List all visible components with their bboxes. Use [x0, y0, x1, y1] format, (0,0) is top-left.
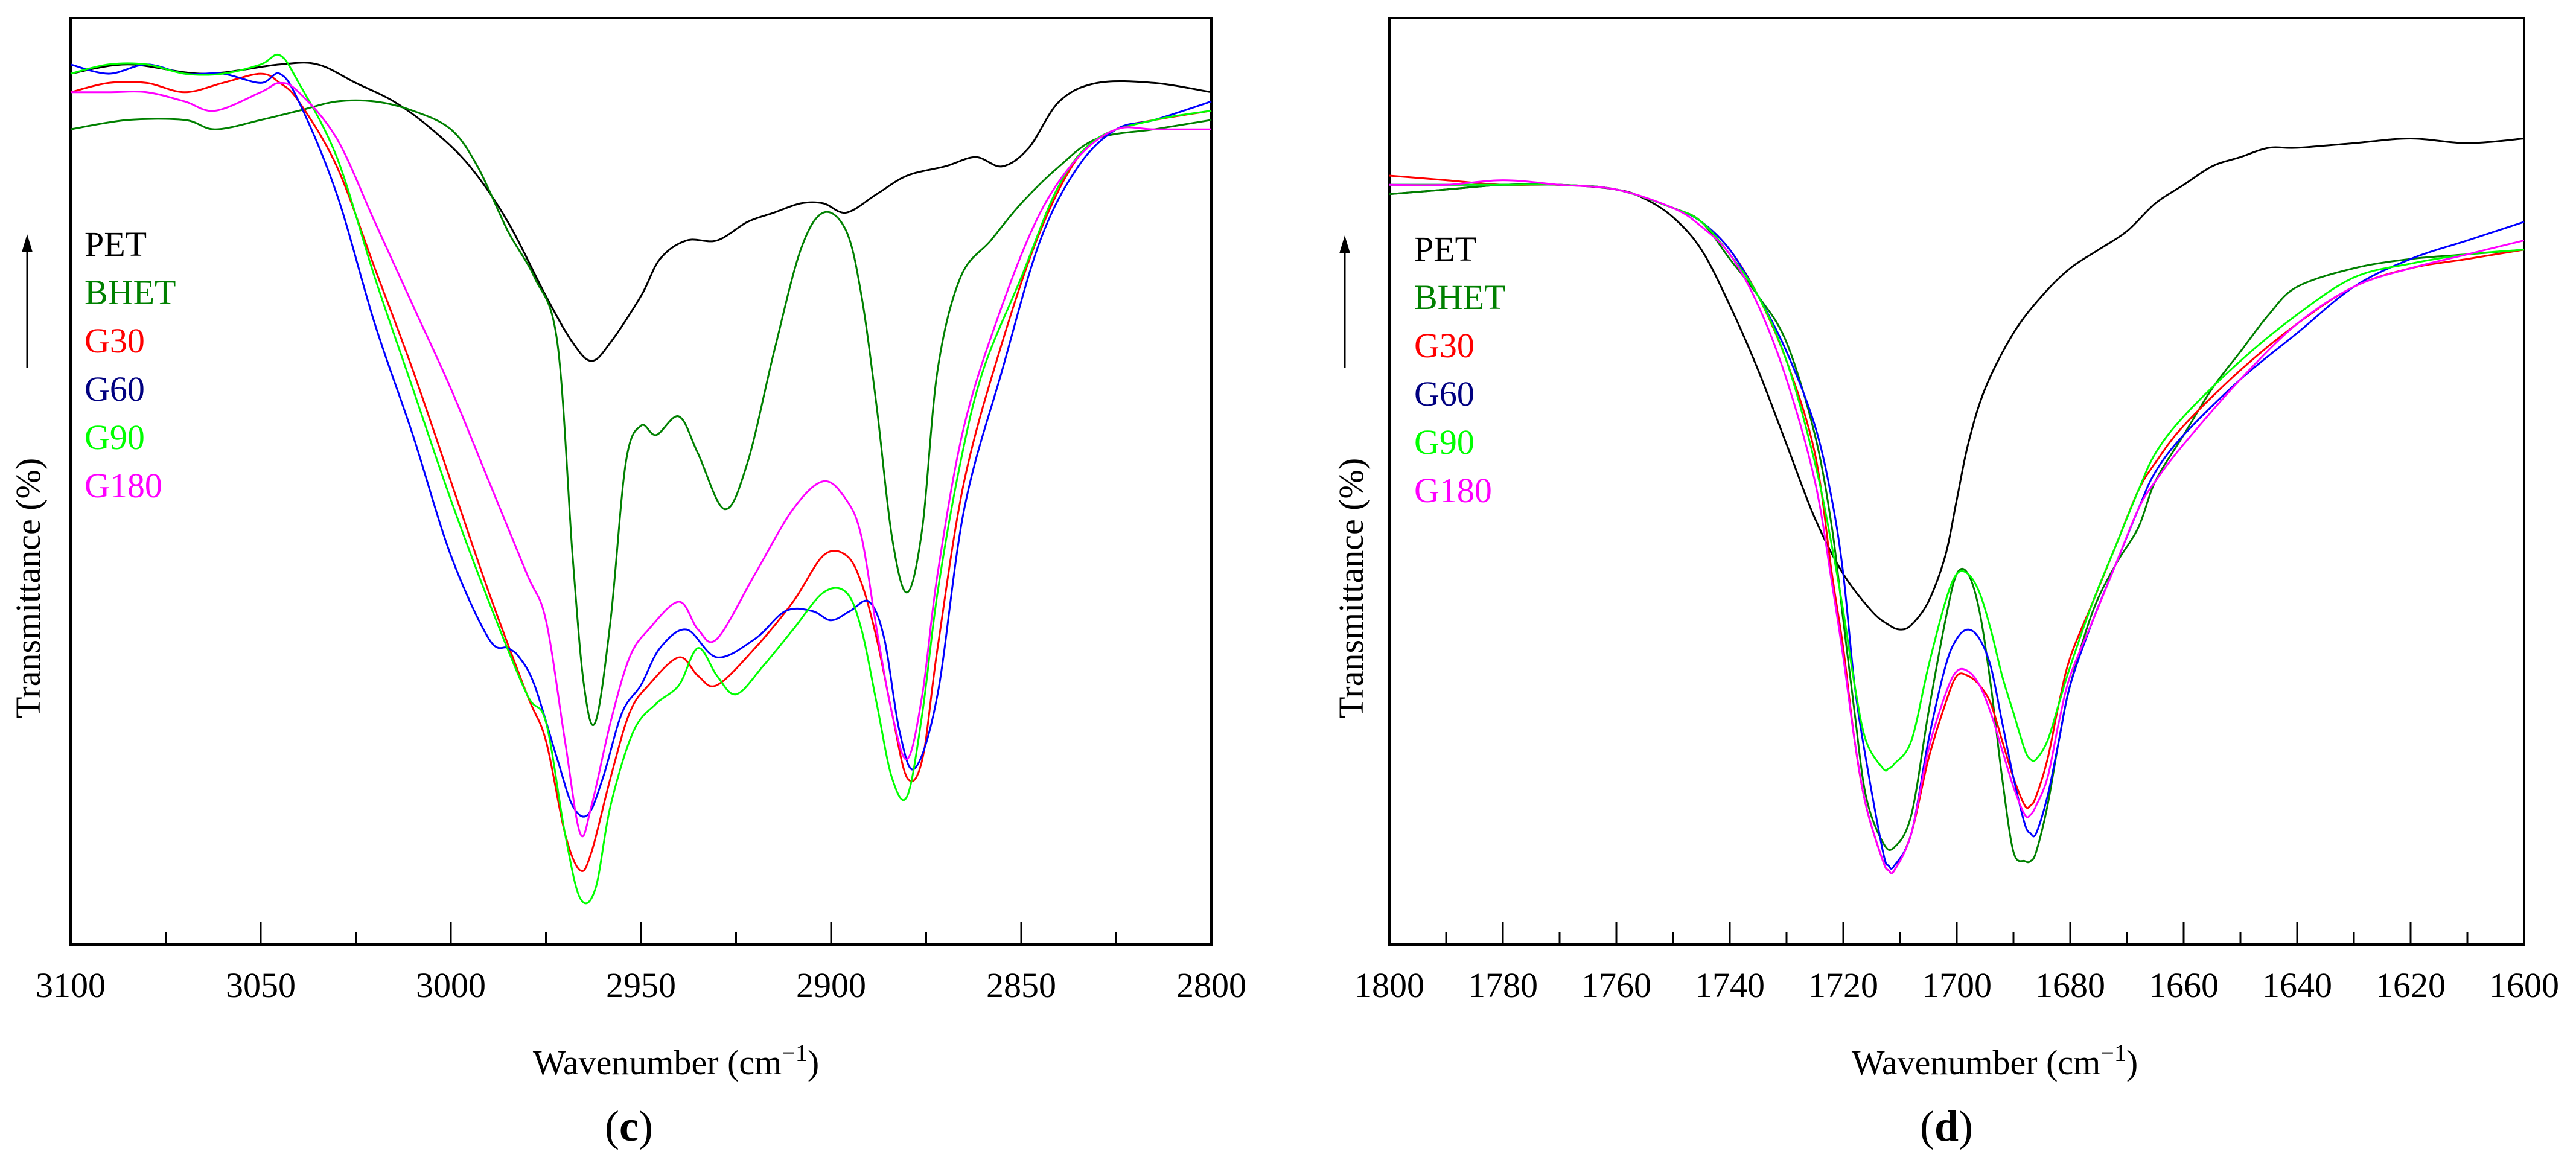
- panel-c-chart: 3100 3050 3000 2950 2900 2850 2800 PET BHET G3…: [8, 17, 1246, 1150]
- x-tick-label-d-1640: 1640: [2262, 966, 2332, 1005]
- legend-c-g30: G30: [84, 321, 145, 360]
- x-tick-label-d-1720: 1720: [1808, 966, 1878, 1005]
- panel-c-x-tick-labels: 3100 3050 3000 2950 2900 2850 2800: [36, 966, 1246, 1005]
- panel-d-label: (d): [1920, 1102, 1973, 1150]
- series-line-d-g180: [1389, 179, 2525, 875]
- series-line-d-bhet: [1389, 183, 2525, 864]
- panel-d-y-arrow: [1339, 235, 1350, 368]
- series-line-c-g60: [70, 63, 1212, 818]
- series-line-d-g60: [1389, 183, 2525, 870]
- legend-c-g180: G180: [84, 466, 162, 505]
- panel-c-plot-frame: [69, 17, 1213, 946]
- legend-d-g180: G180: [1414, 471, 1492, 510]
- panel-d-chart: 1800 1780 1760 1740 1720 1700 1680 1660 1640 1620…: [1331, 17, 2559, 1150]
- x-tick-label-d-1660: 1660: [2149, 966, 2219, 1005]
- x-tick-label-c-2950: 2950: [606, 966, 676, 1005]
- x-tick-label-d-1800: 1800: [1354, 966, 1424, 1005]
- panel-c-x-ticks: [69, 922, 1213, 945]
- legend-d-pet: PET: [1414, 229, 1476, 269]
- series-line-c-g180: [71, 81, 1211, 838]
- x-tick-label-c-3000: 3000: [416, 966, 486, 1005]
- panel-d-legend: PET BHET G30 G60 G90 G180: [1414, 229, 1505, 510]
- x-tick-label-c-2900: 2900: [796, 966, 866, 1005]
- panel-d-y-axis-title: Transmittance (%): [1331, 458, 1371, 718]
- x-tick-label-d-1620: 1620: [2376, 966, 2446, 1005]
- panel-c-legend: PET BHET G30 G60 G90 G180: [84, 225, 176, 505]
- x-tick-label-d-1760: 1760: [1581, 966, 1651, 1005]
- panel-d-x-tick-labels: 1800 1780 1760 1740 1720 1700 1680 1660 1640 1620…: [1354, 966, 2559, 1005]
- series-line-c-g90: [70, 53, 1212, 905]
- panel-c-series-group: [70, 53, 1212, 905]
- legend-c-g60: G60: [84, 369, 145, 409]
- legend-d-bhet: BHET: [1414, 278, 1505, 317]
- x-tick-label-d-1600: 1600: [2489, 966, 2559, 1005]
- panel-c-x-axis-title: Wavenumber (cm−1): [533, 1039, 819, 1082]
- series-line-c-bhet: [70, 99, 1212, 727]
- x-tick-label-c-2850: 2850: [986, 966, 1056, 1005]
- legend-d-g90: G90: [1414, 422, 1475, 462]
- x-tick-label-d-1700: 1700: [1922, 966, 1992, 1005]
- panel-c-y-arrow: [22, 234, 33, 368]
- panel-d-x-ticks: [1388, 922, 2525, 945]
- legend-d-g60: G60: [1414, 374, 1475, 413]
- legend-c-bhet: BHET: [84, 273, 176, 312]
- series-line-c-g30: [70, 72, 1212, 872]
- panel-c-label: (c): [605, 1102, 653, 1150]
- x-tick-label-c-3050: 3050: [226, 966, 296, 1005]
- x-tick-label-d-1780: 1780: [1468, 966, 1538, 1005]
- panel-d-plot-frame: [1388, 17, 2525, 946]
- legend-c-g90: G90: [84, 418, 145, 457]
- panel-d-x-axis-title: Wavenumber (cm−1): [1852, 1039, 2138, 1082]
- x-tick-label-c-2800: 2800: [1176, 966, 1246, 1005]
- legend-d-g30: G30: [1414, 326, 1475, 365]
- panel-d-series-group: [1389, 138, 2525, 875]
- x-tick-label-d-1740: 1740: [1695, 966, 1765, 1005]
- x-tick-label-c-3100: 3100: [36, 966, 106, 1005]
- series-line-c-pet: [70, 62, 1212, 362]
- panel-c-y-axis-title: Transmittance (%): [8, 458, 48, 718]
- series-line-d-pet: [1389, 138, 2525, 631]
- legend-c-pet: PET: [84, 225, 147, 264]
- x-tick-label-d-1680: 1680: [2035, 966, 2105, 1005]
